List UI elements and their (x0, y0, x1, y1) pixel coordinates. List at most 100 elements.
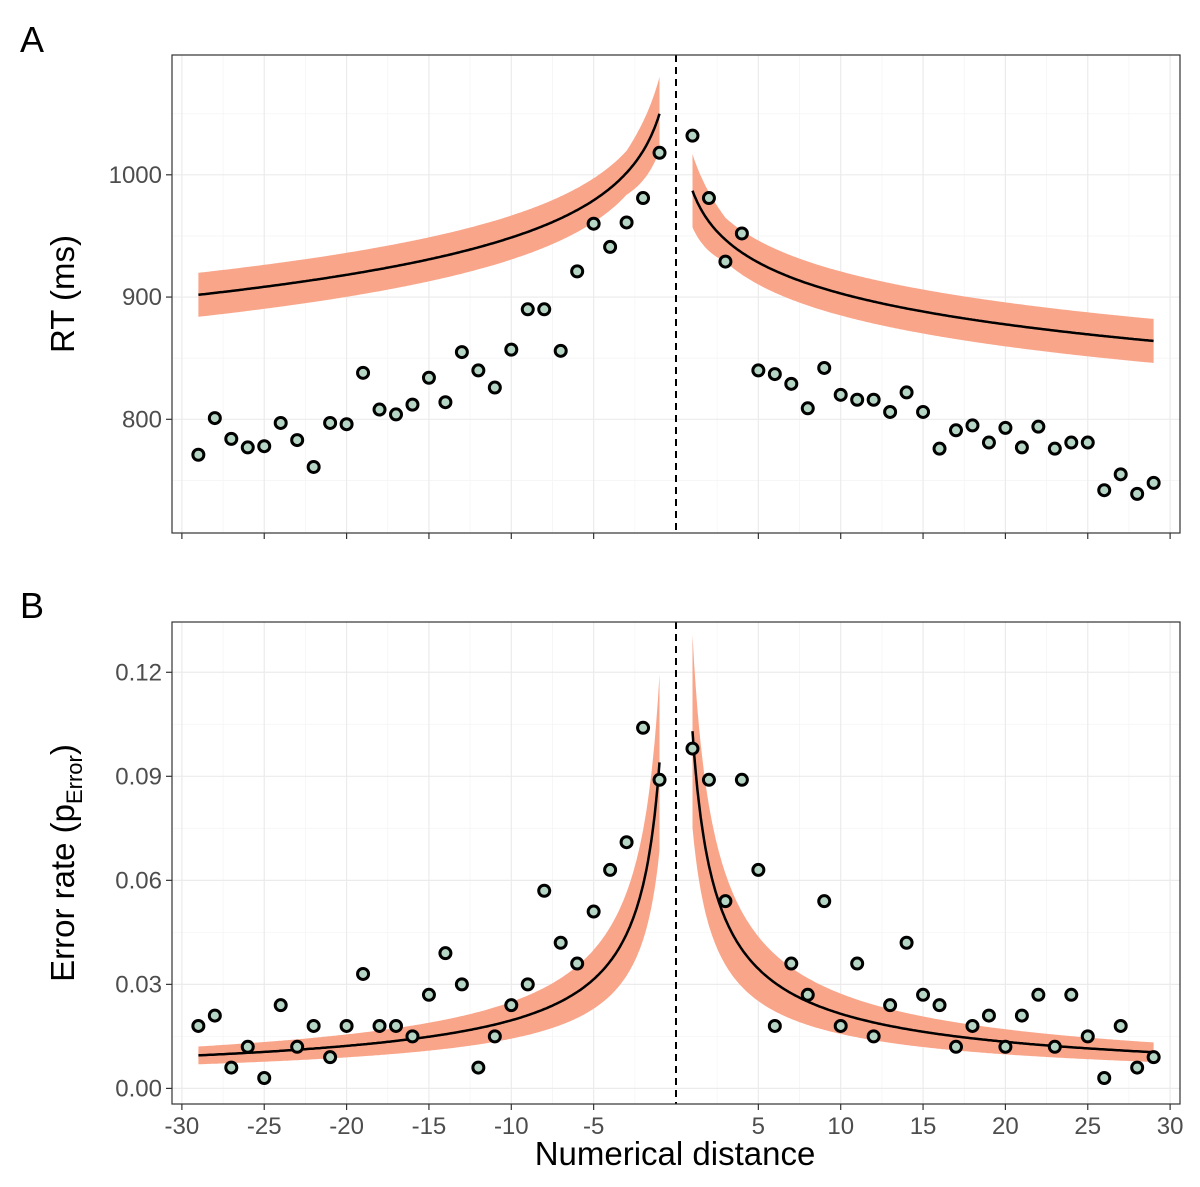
data-point (636, 720, 651, 735)
data-point (899, 385, 914, 400)
y-axis-title-close: ) (44, 744, 81, 755)
data-point (932, 441, 947, 456)
data-point (372, 402, 387, 417)
data-point (504, 342, 519, 357)
data-point (767, 1018, 782, 1033)
data-point (652, 772, 667, 787)
data-point (916, 404, 931, 419)
data-point (998, 420, 1013, 435)
data-point (701, 191, 716, 206)
x-tick-label: 25 (1074, 1113, 1101, 1140)
data-point (1113, 1018, 1128, 1033)
data-point (652, 145, 667, 160)
data-point (487, 380, 502, 395)
data-point (438, 946, 453, 961)
y-tick-label: 900 (122, 284, 162, 311)
data-point (767, 367, 782, 382)
data-point (751, 363, 766, 378)
data-point (636, 191, 651, 206)
data-point (883, 404, 898, 419)
data-point (850, 392, 865, 407)
data-point (537, 883, 552, 898)
data-point (454, 345, 469, 360)
data-point (685, 741, 700, 756)
data-point (339, 1018, 354, 1033)
data-point (323, 1050, 338, 1065)
data-point (981, 435, 996, 450)
data-point (965, 418, 980, 433)
data-point (405, 397, 420, 412)
data-point (883, 998, 898, 1013)
data-point (191, 1018, 206, 1033)
data-point (487, 1029, 502, 1044)
data-point (619, 215, 634, 230)
data-point (1146, 475, 1161, 490)
data-point (586, 216, 601, 231)
data-point (981, 1008, 996, 1023)
data-point (734, 772, 749, 787)
data-point (224, 1060, 239, 1075)
x-tick-label: -20 (329, 1113, 364, 1140)
data-point (553, 343, 568, 358)
data-point (504, 998, 519, 1013)
data-point (570, 264, 585, 279)
x-tick-label: -10 (494, 1113, 529, 1140)
data-point (207, 411, 222, 426)
data-point (290, 1039, 305, 1054)
data-point (784, 376, 799, 391)
fit-line-right (691, 731, 1154, 1054)
data-point (438, 395, 453, 410)
y-axis-title-main: Error rate (p (44, 804, 81, 982)
data-point (932, 998, 947, 1013)
data-point (866, 1029, 881, 1044)
data-point (949, 423, 963, 438)
x-tick-label: 10 (827, 1113, 854, 1140)
data-point (833, 387, 848, 402)
data-point (421, 370, 436, 385)
data-point (718, 254, 733, 269)
data-point (586, 904, 601, 919)
x-axis-title: Numerical distance (535, 1135, 816, 1172)
y-tick-label: 0.06 (115, 867, 162, 894)
data-point (949, 1039, 963, 1054)
data-point (1130, 1060, 1145, 1075)
data-point (701, 772, 716, 787)
y-tick-label: 0.09 (115, 763, 162, 790)
data-point (537, 302, 552, 317)
data-point (866, 392, 881, 407)
data-point (520, 302, 535, 317)
plot-frame (171, 54, 1181, 534)
data-point (553, 935, 568, 950)
data-point (1113, 467, 1128, 482)
panel-b-chart: 0.00 0.03 0.06 0.09 0.12 -30 -25 -20 -15 -10 -5 5 10… (44, 621, 1183, 1140)
y-axis-title: Error rate (pError) (44, 744, 87, 982)
x-tick-label: 20 (992, 1113, 1019, 1140)
data-point (833, 1018, 848, 1033)
data-point (800, 987, 815, 1002)
data-point (916, 987, 931, 1002)
data-point (389, 407, 403, 422)
data-point (685, 128, 700, 143)
data-point (240, 440, 255, 455)
data-point (389, 1018, 403, 1033)
confidence-ribbon-left (198, 77, 660, 317)
data-point (817, 894, 832, 909)
confidence-ribbon-right (692, 154, 1154, 363)
data-point (273, 998, 288, 1013)
data-point (520, 977, 535, 992)
data-point (339, 417, 354, 432)
x-tick-label: 5 (752, 1113, 765, 1140)
data-point (290, 433, 305, 448)
data-point (257, 439, 272, 454)
y-tick-label: 1000 (109, 162, 162, 189)
data-point (1080, 435, 1095, 450)
data-point (998, 1039, 1013, 1054)
data-point (965, 1018, 980, 1033)
data-point (273, 415, 288, 430)
data-point (405, 1029, 420, 1044)
data-point (1014, 440, 1029, 455)
data-point (306, 1018, 321, 1033)
data-point (1130, 486, 1145, 501)
plot-frame (171, 621, 1181, 1105)
